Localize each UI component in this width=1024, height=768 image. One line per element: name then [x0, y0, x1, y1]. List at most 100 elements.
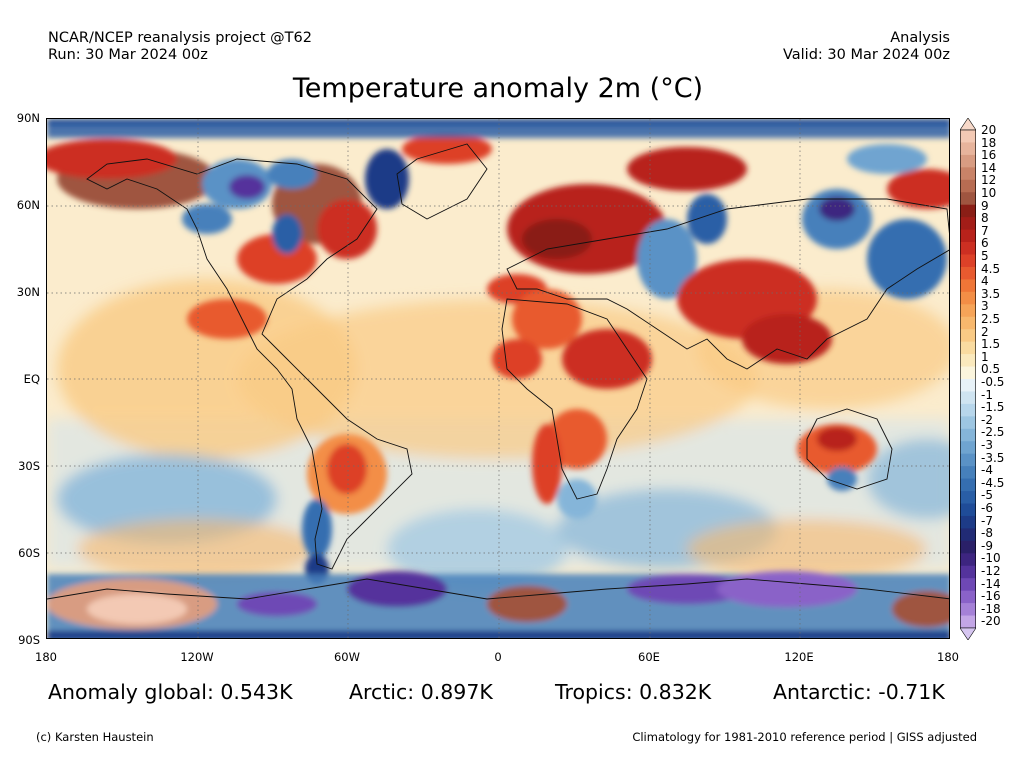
colorbar-swatch [960, 217, 976, 230]
colorbar-swatch [960, 279, 976, 293]
graticule [47, 119, 949, 638]
stat-antarctic: Antarctic: -0.71K [773, 680, 945, 704]
colorbar-swatch [960, 441, 976, 455]
anomaly-map-svg [47, 119, 949, 638]
lon-label: 0 [494, 650, 502, 664]
colorbar-label: -1 [981, 387, 993, 402]
colorbar-swatch [960, 154, 976, 168]
project-label: NCAR/NCEP reanalysis project @T62 [48, 30, 312, 46]
colorbar-label: 9 [981, 198, 989, 213]
colorbar-label: 3 [981, 299, 989, 314]
colorbar-label: 4 [981, 274, 989, 289]
lat-label: 60N [16, 198, 40, 212]
colorbar-label: 0.5 [981, 362, 1001, 377]
colorbar-label: 1 [981, 349, 989, 364]
colorbar-label: 7 [981, 223, 989, 238]
colorbar-label: 6 [981, 236, 989, 251]
colorbar-swatch [960, 528, 976, 542]
stat-arctic: Arctic: 0.897K [349, 680, 493, 704]
analysis-label: Analysis [890, 30, 950, 46]
coastlines [47, 143, 949, 600]
colorbar-swatch [960, 453, 976, 467]
colorbar-swatch [960, 142, 976, 156]
lon-label: 60W [333, 650, 361, 664]
colorbar-label: -5 [981, 488, 993, 503]
colorbar-label: 3.5 [981, 286, 1001, 301]
colorbar-swatch [960, 590, 976, 604]
lat-label: 30N [16, 285, 40, 299]
colorbar-swatch [960, 603, 976, 616]
stat-tropics: Tropics: 0.832K [555, 680, 712, 704]
colorbar-label: 12 [981, 173, 997, 188]
colorbar-swatch [960, 304, 976, 318]
colorbar [960, 118, 976, 640]
colorbar-swatch [960, 229, 976, 243]
colorbar-label: 20 [981, 123, 997, 137]
run-label: Run: 30 Mar 2024 00z [48, 47, 208, 63]
colorbar-label: 2 [981, 324, 989, 339]
colorbar-swatch [960, 354, 976, 367]
colorbar-swatch [960, 416, 976, 430]
colorbar-swatch [960, 503, 976, 517]
colorbar-swatch [960, 204, 976, 218]
anomaly-map [46, 118, 950, 639]
colorbar-label: -4 [981, 463, 993, 478]
stat-global: Anomaly global: 0.543K [48, 680, 293, 704]
colorbar-swatch [960, 391, 976, 405]
colorbar-label: 8 [981, 211, 989, 226]
colorbar-label: -4.5 [981, 475, 1005, 490]
colorbar-swatch [960, 615, 976, 629]
lon-label: 60E [638, 650, 660, 664]
credit-text: (c) Karsten Haustein [36, 730, 154, 744]
lon-label: 120E [784, 650, 814, 664]
colorbar-label: -14 [981, 576, 1001, 591]
colorbar-swatch [960, 428, 976, 442]
colorbar-label: -0.5 [981, 375, 1005, 389]
lat-label: 90S [18, 633, 40, 647]
colorbar-swatch [960, 242, 976, 255]
colorbar-swatch [960, 254, 976, 268]
colorbar-label: 16 [981, 148, 997, 163]
colorbar-swatch [960, 366, 976, 380]
header-left: NCAR/NCEP reanalysis project @T62 Run: 3… [48, 30, 312, 64]
colorbar-label: -3.5 [981, 450, 1005, 465]
colorbar-swatch [960, 341, 976, 355]
colorbar-swatch [960, 316, 976, 330]
colorbar-swatch [960, 565, 976, 579]
colorbar-label: -1.5 [981, 400, 1005, 415]
colorbar-swatch [960, 403, 976, 417]
lat-label: EQ [23, 372, 40, 386]
colorbar-swatch [960, 491, 976, 504]
climatology-note: Climatology for 1981-2010 reference peri… [632, 730, 977, 744]
colorbar-swatch [960, 329, 976, 343]
colorbar-swatch [960, 553, 976, 567]
colorbar-label: 5 [981, 249, 989, 263]
colorbar-label: -18 [981, 601, 1001, 616]
colorbar-label: 2.5 [981, 312, 1001, 326]
colorbar-label: 14 [981, 160, 997, 175]
colorbar-swatch [960, 515, 976, 529]
colorbar-label: -8 [981, 526, 993, 541]
lon-label: 120W [180, 650, 214, 664]
colorbar-label: -20 [981, 614, 1001, 629]
colorbar-label: -9 [981, 538, 993, 553]
colorbar-label: 4.5 [981, 261, 1001, 276]
colorbar-label: -10 [981, 551, 1001, 566]
header-right: Analysis Valid: 30 Mar 2024 00z [783, 30, 950, 64]
lat-label: 30S [18, 459, 40, 473]
lat-label: 90N [16, 111, 40, 125]
colorbar-swatch [960, 291, 976, 305]
colorbar-label: 18 [981, 135, 997, 150]
valid-label: Valid: 30 Mar 2024 00z [782, 47, 950, 63]
colorbar-swatch [960, 130, 976, 143]
colorbar-swatch [960, 379, 976, 392]
colorbar-swatch [960, 578, 976, 592]
colorbar-label: -16 [981, 589, 1001, 604]
colorbar-swatch [960, 179, 976, 193]
colorbar-label: 1.5 [981, 337, 1001, 352]
lon-label: 180 [937, 650, 959, 664]
colorbar-label: -3 [981, 438, 993, 452]
colorbar-top-arrow [960, 118, 976, 131]
colorbar-label: -2.5 [981, 425, 1005, 440]
lat-label: 60S [18, 546, 40, 560]
